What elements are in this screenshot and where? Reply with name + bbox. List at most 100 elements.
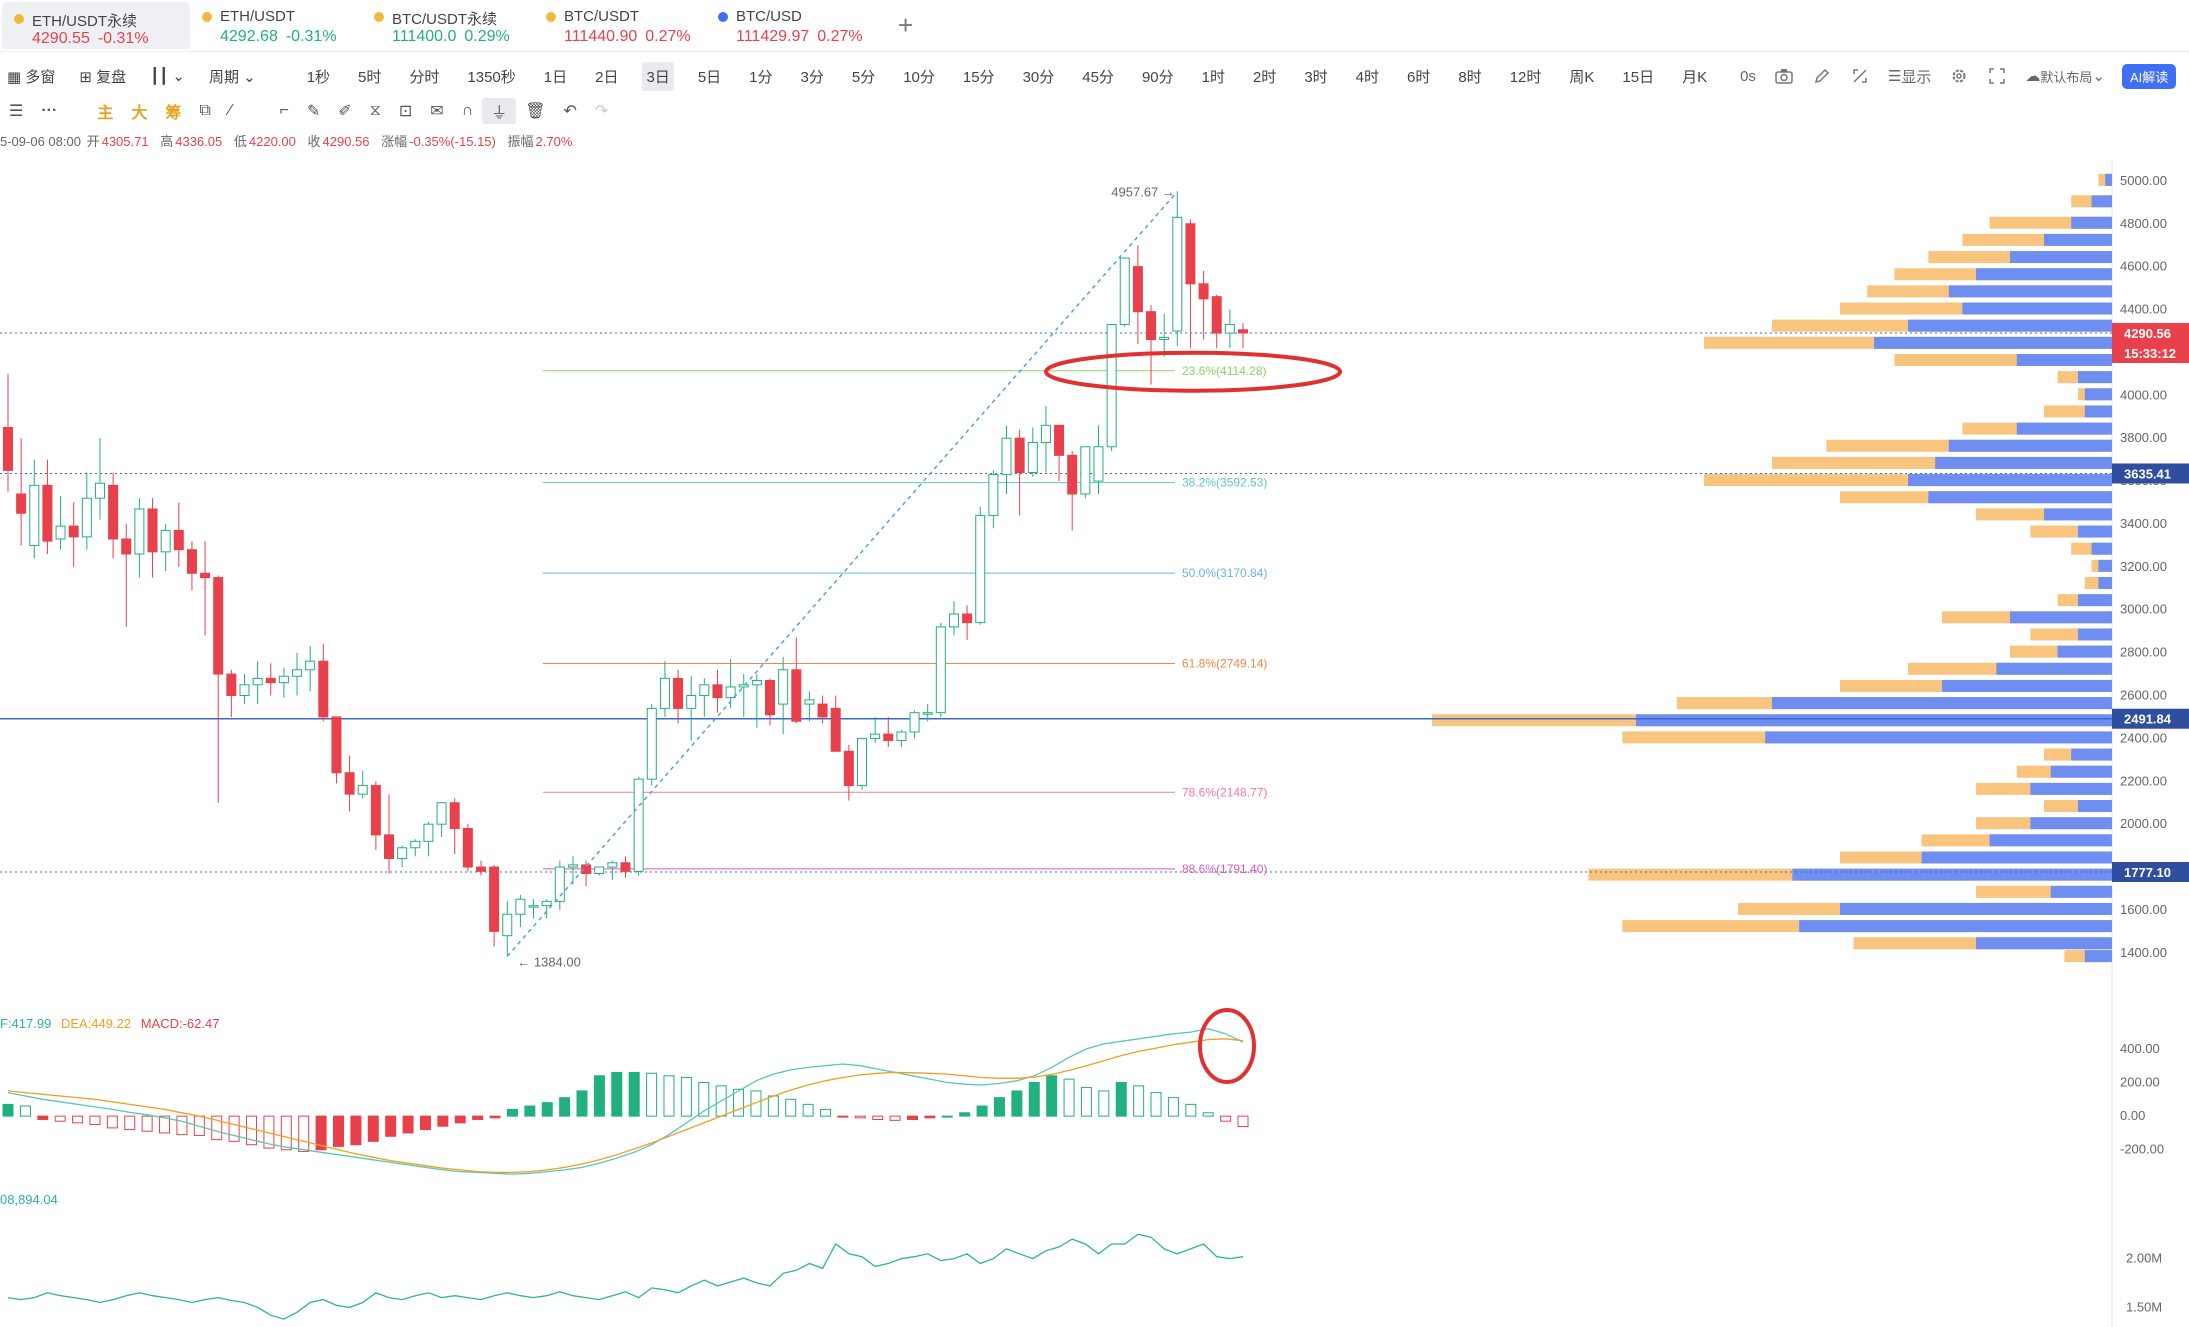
period-4[interactable]: 1日 (543, 68, 568, 86)
amplitude-value: 2.70% (535, 134, 573, 149)
ai-interpret-button[interactable]: AI解读 (2122, 63, 2177, 89)
ticker-tab-3[interactable]: BTC/USDT 111440.90 0.27% (534, 0, 706, 51)
period-14[interactable]: 45分 (1082, 68, 1114, 86)
candle-body (620, 862, 631, 872)
period-9[interactable]: 3分 (800, 68, 824, 86)
period-13[interactable]: 30分 (1022, 68, 1055, 86)
pencil-icon[interactable] (1812, 66, 1832, 86)
candle-body (1146, 311, 1157, 341)
ticker-tab-0[interactable]: ETH/USDT永续 4290.55 -0.31% (2, 2, 190, 49)
pen-icon[interactable]: ✎ (306, 103, 321, 120)
period-8[interactable]: 1分 (749, 68, 773, 86)
main-indicator-button[interactable]: 主 (97, 105, 114, 122)
brush-icon[interactable]: ✐ (338, 103, 352, 120)
ticker-name: BTC/USD (736, 8, 802, 25)
candle-body (830, 707, 841, 752)
crop-icon[interactable]: ⌐ (279, 102, 289, 119)
macd-bar (698, 1082, 710, 1117)
chip-button[interactable]: 筹 (165, 105, 182, 122)
expand-icon[interactable] (1850, 66, 1870, 86)
period-24[interactable]: 15日 (1622, 68, 1655, 86)
pattern-icon[interactable]: ⧖ (369, 102, 381, 119)
redo-icon[interactable]: ↷ (594, 103, 609, 120)
period-0[interactable]: 1秒 (306, 68, 331, 86)
macd-bar (1098, 1090, 1110, 1117)
open-value: 4305.71 (101, 134, 149, 149)
indicator-icon[interactable]: ⁄ (228, 102, 232, 119)
period-21[interactable]: 8时 (1458, 68, 1482, 86)
layout-dropdown[interactable]: ☁ 默认布局 ⌄ (2025, 66, 2105, 86)
dif-line (7, 1028, 1244, 1175)
period-15[interactable]: 90分 (1141, 68, 1174, 86)
candle-body (252, 677, 263, 686)
compare-icon[interactable]: ⧉ (199, 102, 211, 119)
period-20[interactable]: 6时 (1407, 68, 1431, 86)
period-2[interactable]: 分时 (409, 68, 440, 86)
chart-type-dropdown[interactable]: ┃┃ ⌄ (143, 63, 192, 89)
period-18[interactable]: 3时 (1304, 68, 1328, 86)
volume-profile-bar-buy (1996, 662, 2112, 675)
period-7[interactable]: 5日 (697, 68, 722, 86)
candle-body (42, 484, 53, 542)
undo-icon[interactable]: ↶ (563, 103, 577, 120)
volume-profile-bar-buy (2050, 765, 2112, 778)
add-tab-button[interactable]: + (898, 10, 914, 40)
period-12[interactable]: 15分 (962, 68, 995, 86)
volume-profile-bar-buy (2098, 577, 2112, 590)
ticker-tab-2[interactable]: BTC/USDT永续 111400.0 0.29% (362, 0, 534, 51)
volume-profile-bar-buy (2057, 645, 2112, 658)
more-icon[interactable]: ··· (41, 102, 58, 119)
display-button[interactable]: ☰ 显示 (1888, 66, 1931, 86)
trash-icon[interactable]: 🗑 (525, 103, 546, 120)
period-25[interactable]: 月K (1682, 68, 1708, 86)
current-price-label: 4290.56 (2124, 326, 2171, 341)
menu-icon[interactable]: ☰ (9, 103, 24, 120)
macd-bar (524, 1105, 536, 1117)
period-23[interactable]: 周K (1569, 68, 1595, 86)
filter-icon[interactable]: ⏚ (482, 98, 517, 124)
ticker-tab-1[interactable]: ETH/USDT 4292.68 -0.31% (190, 0, 362, 51)
fullscreen-icon[interactable] (1987, 66, 2007, 86)
period-10[interactable]: 5分 (851, 68, 876, 86)
ticker-tab-4[interactable]: BTC/USD 111429.97 0.27% (706, 0, 878, 51)
candle-body (186, 549, 197, 574)
camera-icon[interactable] (1774, 66, 1794, 86)
period-22[interactable]: 12时 (1509, 68, 1542, 86)
period-1[interactable]: 5时 (358, 68, 382, 86)
low-value: 4220.00 (248, 134, 296, 149)
candle-body (370, 785, 381, 836)
price-tag-box (2112, 861, 2189, 882)
multi-window-button[interactable]: ▦ 多窗 (0, 62, 62, 91)
volume-profile-bar-buy (1948, 439, 2112, 452)
price-tick: 2000.00 (2120, 816, 2167, 831)
period-19[interactable]: 4时 (1355, 68, 1379, 86)
candle-body (81, 497, 92, 538)
gear-icon[interactable] (1949, 66, 1969, 86)
price-tick: 2800.00 (2120, 645, 2167, 660)
macd-bar (454, 1115, 466, 1124)
period-11[interactable]: 10分 (903, 68, 935, 86)
magnet-icon[interactable]: ∩ (461, 102, 474, 119)
volume-profile-bar-buy (2050, 885, 2112, 898)
period-3[interactable]: 1350秒 (467, 68, 516, 86)
high-label: 高 (160, 134, 174, 149)
candle-body (804, 699, 815, 705)
period-16[interactable]: 1时 (1201, 68, 1225, 86)
lock-icon[interactable]: ⊡ (398, 103, 413, 120)
price-tick: 1400.00 (2120, 945, 2167, 960)
chevron-down-icon: ⌄ (2092, 68, 2105, 85)
candle-body (475, 866, 486, 872)
period-17[interactable]: 2时 (1252, 68, 1277, 86)
macd-bar (750, 1090, 762, 1117)
zero-seconds-button[interactable]: 0s (1740, 67, 1756, 85)
note-icon[interactable]: ✉ (430, 103, 444, 120)
period-5[interactable]: 2日 (595, 68, 619, 86)
big-order-button[interactable]: 大 (131, 105, 148, 122)
replay-button[interactable]: ⊞ 复盘 (72, 62, 133, 91)
period-6[interactable]: 3日 (642, 61, 674, 91)
macd-bar (367, 1115, 379, 1142)
price-tick: 4400.00 (2120, 302, 2167, 317)
macd-bar (1202, 1112, 1214, 1117)
cycle-dropdown[interactable]: 周期 ⌄ (202, 62, 263, 91)
